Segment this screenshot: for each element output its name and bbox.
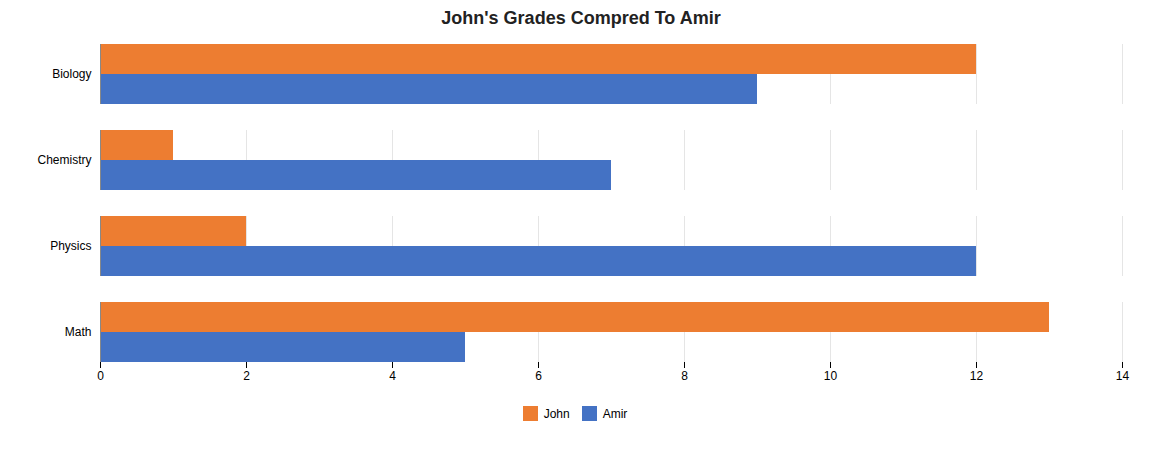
svg-text:Biology: Biology xyxy=(52,67,91,81)
svg-text:Math: Math xyxy=(65,325,92,339)
svg-text:14: 14 xyxy=(1116,369,1130,383)
svg-text:0: 0 xyxy=(97,369,104,383)
svg-text:Physics: Physics xyxy=(50,239,91,253)
html-text:John: John xyxy=(543,406,570,421)
svg-text:4: 4 xyxy=(389,369,396,383)
svg-text:6: 6 xyxy=(535,369,542,383)
svg-text:10: 10 xyxy=(824,369,838,383)
svg-text:8: 8 xyxy=(681,369,688,383)
svg-text:Chemistry: Chemistry xyxy=(37,153,91,167)
html-text:John's Grades Compred To Amir: John's Grades Compred To Amir xyxy=(441,8,721,28)
html-text:Amir: Amir xyxy=(602,406,628,421)
svg-text:12: 12 xyxy=(970,369,984,383)
svg-text:2: 2 xyxy=(243,369,250,383)
